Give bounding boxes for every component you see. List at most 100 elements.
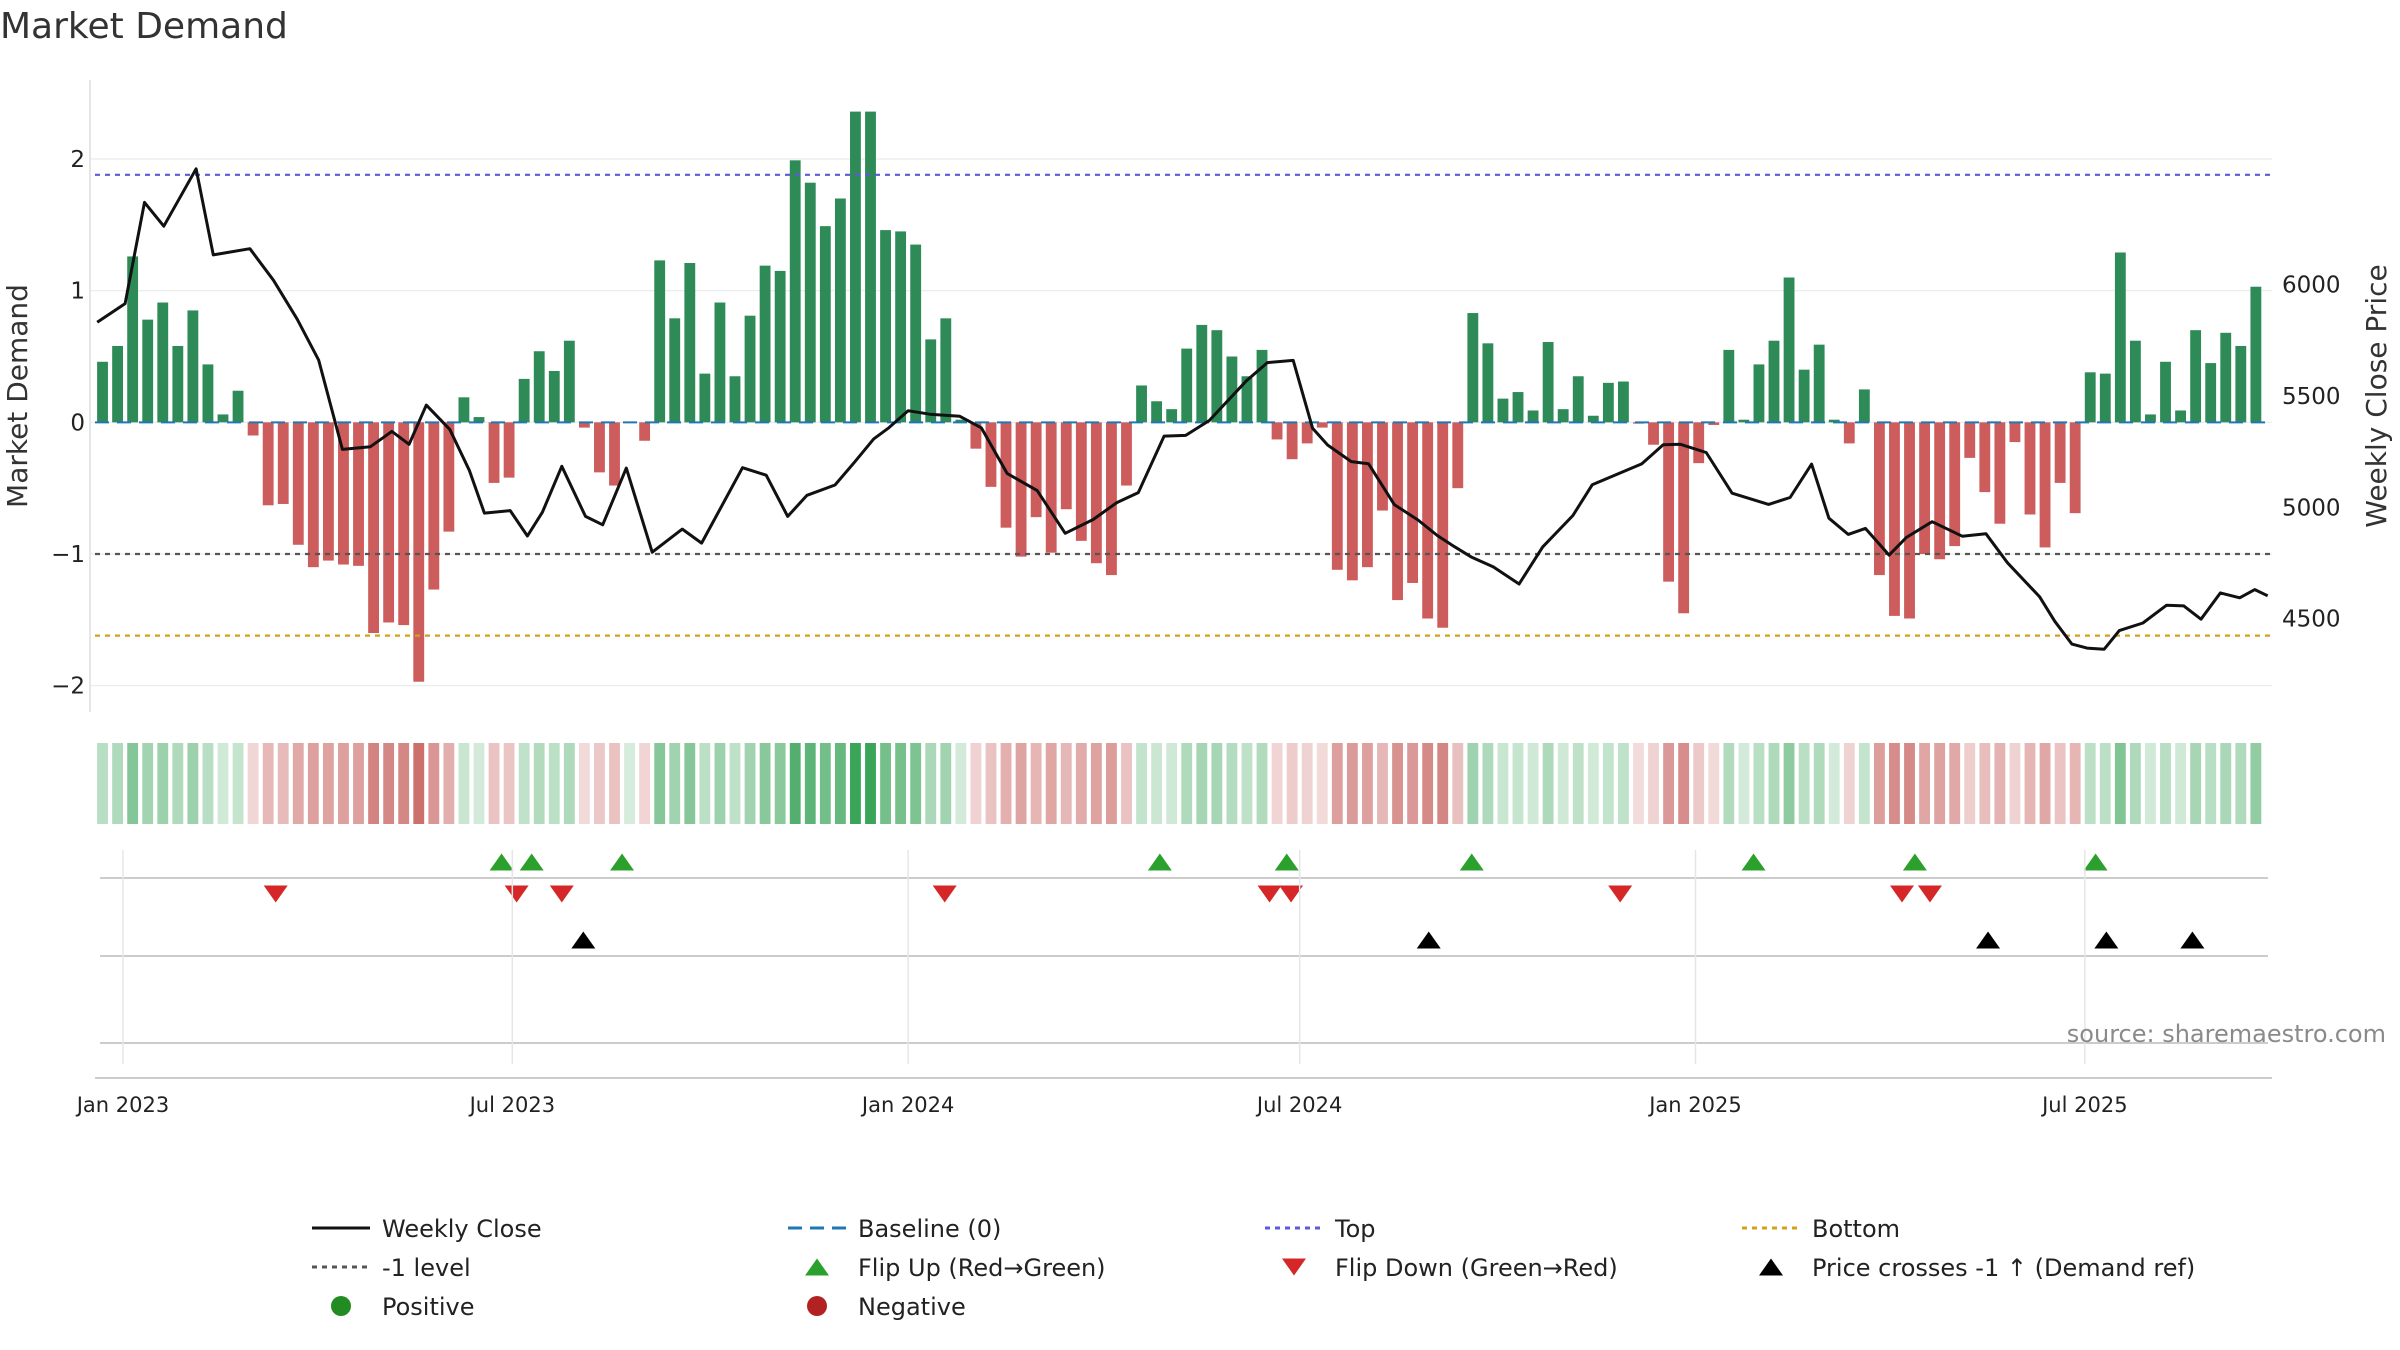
heat-cell (1467, 743, 1479, 824)
heat-cell (1331, 743, 1343, 824)
demand-bar (940, 318, 952, 423)
x-tick-label: Jul 2025 (2040, 1093, 2127, 1117)
heat-cell (2114, 743, 2126, 824)
heat-cell (1723, 743, 1735, 824)
demand-bar (2220, 332, 2232, 423)
demand-bar (1331, 422, 1343, 570)
heat-cell (850, 743, 861, 824)
demand-bar (172, 345, 184, 423)
flip-up-marker (2083, 853, 2108, 871)
heat-cell (1030, 743, 1042, 824)
demand-bar (2114, 252, 2126, 423)
demand-bar (1497, 398, 1509, 423)
demand-bar (1346, 422, 1358, 581)
heat-cell (443, 743, 455, 824)
heat-cell (1768, 743, 1780, 824)
demand-bar (609, 422, 620, 486)
heat-cell (2009, 743, 2021, 824)
demand-bar (353, 422, 364, 566)
heat-cell (307, 743, 319, 824)
heat-cell (202, 743, 214, 824)
price-cross-marker (1416, 931, 1441, 949)
heat-cell (1843, 743, 1855, 824)
heat-cell (609, 743, 620, 824)
legend-label: Negative (858, 1293, 966, 1321)
flip-down-marker (504, 885, 529, 903)
demand-bar (563, 340, 575, 423)
heat-cell (1301, 743, 1313, 824)
heat-cell (834, 743, 846, 824)
demand-bar (127, 256, 139, 423)
heat-cell (277, 743, 289, 824)
demand-bar (1226, 356, 1238, 423)
demand-bar (1286, 422, 1298, 460)
demand-bar (1422, 422, 1434, 619)
heat-cell (1512, 743, 1524, 824)
demand-bar (1392, 422, 1403, 601)
demand-bar (1121, 422, 1132, 486)
heat-cell (1527, 743, 1539, 824)
heat-cell (729, 743, 741, 824)
heat-cell (955, 743, 967, 824)
heat-cell (819, 743, 831, 824)
heat-cell (322, 743, 334, 824)
heat-cell (1678, 743, 1690, 824)
flip-down-marker (1279, 885, 1304, 903)
left-tick-label: 0 (70, 410, 85, 436)
heat-cell (2054, 743, 2066, 824)
flip-down-marker (1608, 885, 1633, 903)
demand-bar (2099, 373, 2111, 423)
heat-cell (97, 743, 108, 824)
heat-cell (1151, 743, 1163, 824)
demand-bar (1557, 409, 1569, 423)
heat-cell (232, 743, 244, 824)
demand-bar (488, 422, 500, 483)
heat-cell (925, 743, 937, 824)
heat-cell (880, 743, 891, 824)
heat-cell (1211, 743, 1223, 824)
demand-bar (1678, 422, 1690, 614)
heat-cell (639, 743, 651, 824)
demand-bar (1090, 422, 1102, 564)
left-tick-label: −1 (51, 542, 85, 568)
legend-item: Flip Down (Green→Red) (1282, 1254, 1618, 1282)
heat-cell (985, 743, 997, 824)
flip-down-marker (549, 885, 574, 903)
demand-bar (578, 422, 590, 428)
left-tick-label: 1 (70, 279, 85, 305)
demand-bar (1407, 422, 1419, 583)
flip-up-marker (489, 853, 514, 871)
demand-bar (1934, 422, 1946, 560)
demand-bar (1256, 349, 1268, 423)
heat-cell (895, 743, 907, 824)
heat-cell (1075, 743, 1087, 824)
demand-bar (1889, 422, 1900, 616)
heat-cell (1015, 743, 1027, 824)
demand-bar (1301, 422, 1313, 444)
demand-bar (1753, 364, 1765, 423)
heat-cell (1783, 743, 1795, 824)
legend-swatch (807, 1296, 827, 1316)
heat-cell (2160, 743, 2171, 824)
demand-bar (2084, 372, 2096, 423)
heat-cell (1271, 743, 1283, 824)
heat-cell (518, 743, 530, 824)
heat-cell (1798, 743, 1810, 824)
demand-bar (1000, 422, 1012, 528)
demand-bar (714, 302, 726, 423)
heat-cell (2145, 743, 2156, 824)
legend-item: Flip Up (Red→Green) (805, 1254, 1106, 1282)
heat-cell (1346, 743, 1358, 824)
demand-bar (307, 422, 319, 568)
heat-cell (699, 743, 711, 824)
legend-label: Flip Up (Red→Green) (858, 1254, 1106, 1282)
left-tick-label: −2 (51, 674, 85, 700)
legend-label: Flip Down (Green→Red) (1335, 1254, 1618, 1282)
heat-cell (2099, 743, 2111, 824)
demand-bar (669, 318, 681, 423)
demand-bar (1648, 422, 1659, 445)
demand-bar (292, 422, 304, 545)
demand-bar (744, 315, 756, 423)
flip-down-marker (1889, 885, 1914, 903)
demand-bar (865, 111, 876, 423)
